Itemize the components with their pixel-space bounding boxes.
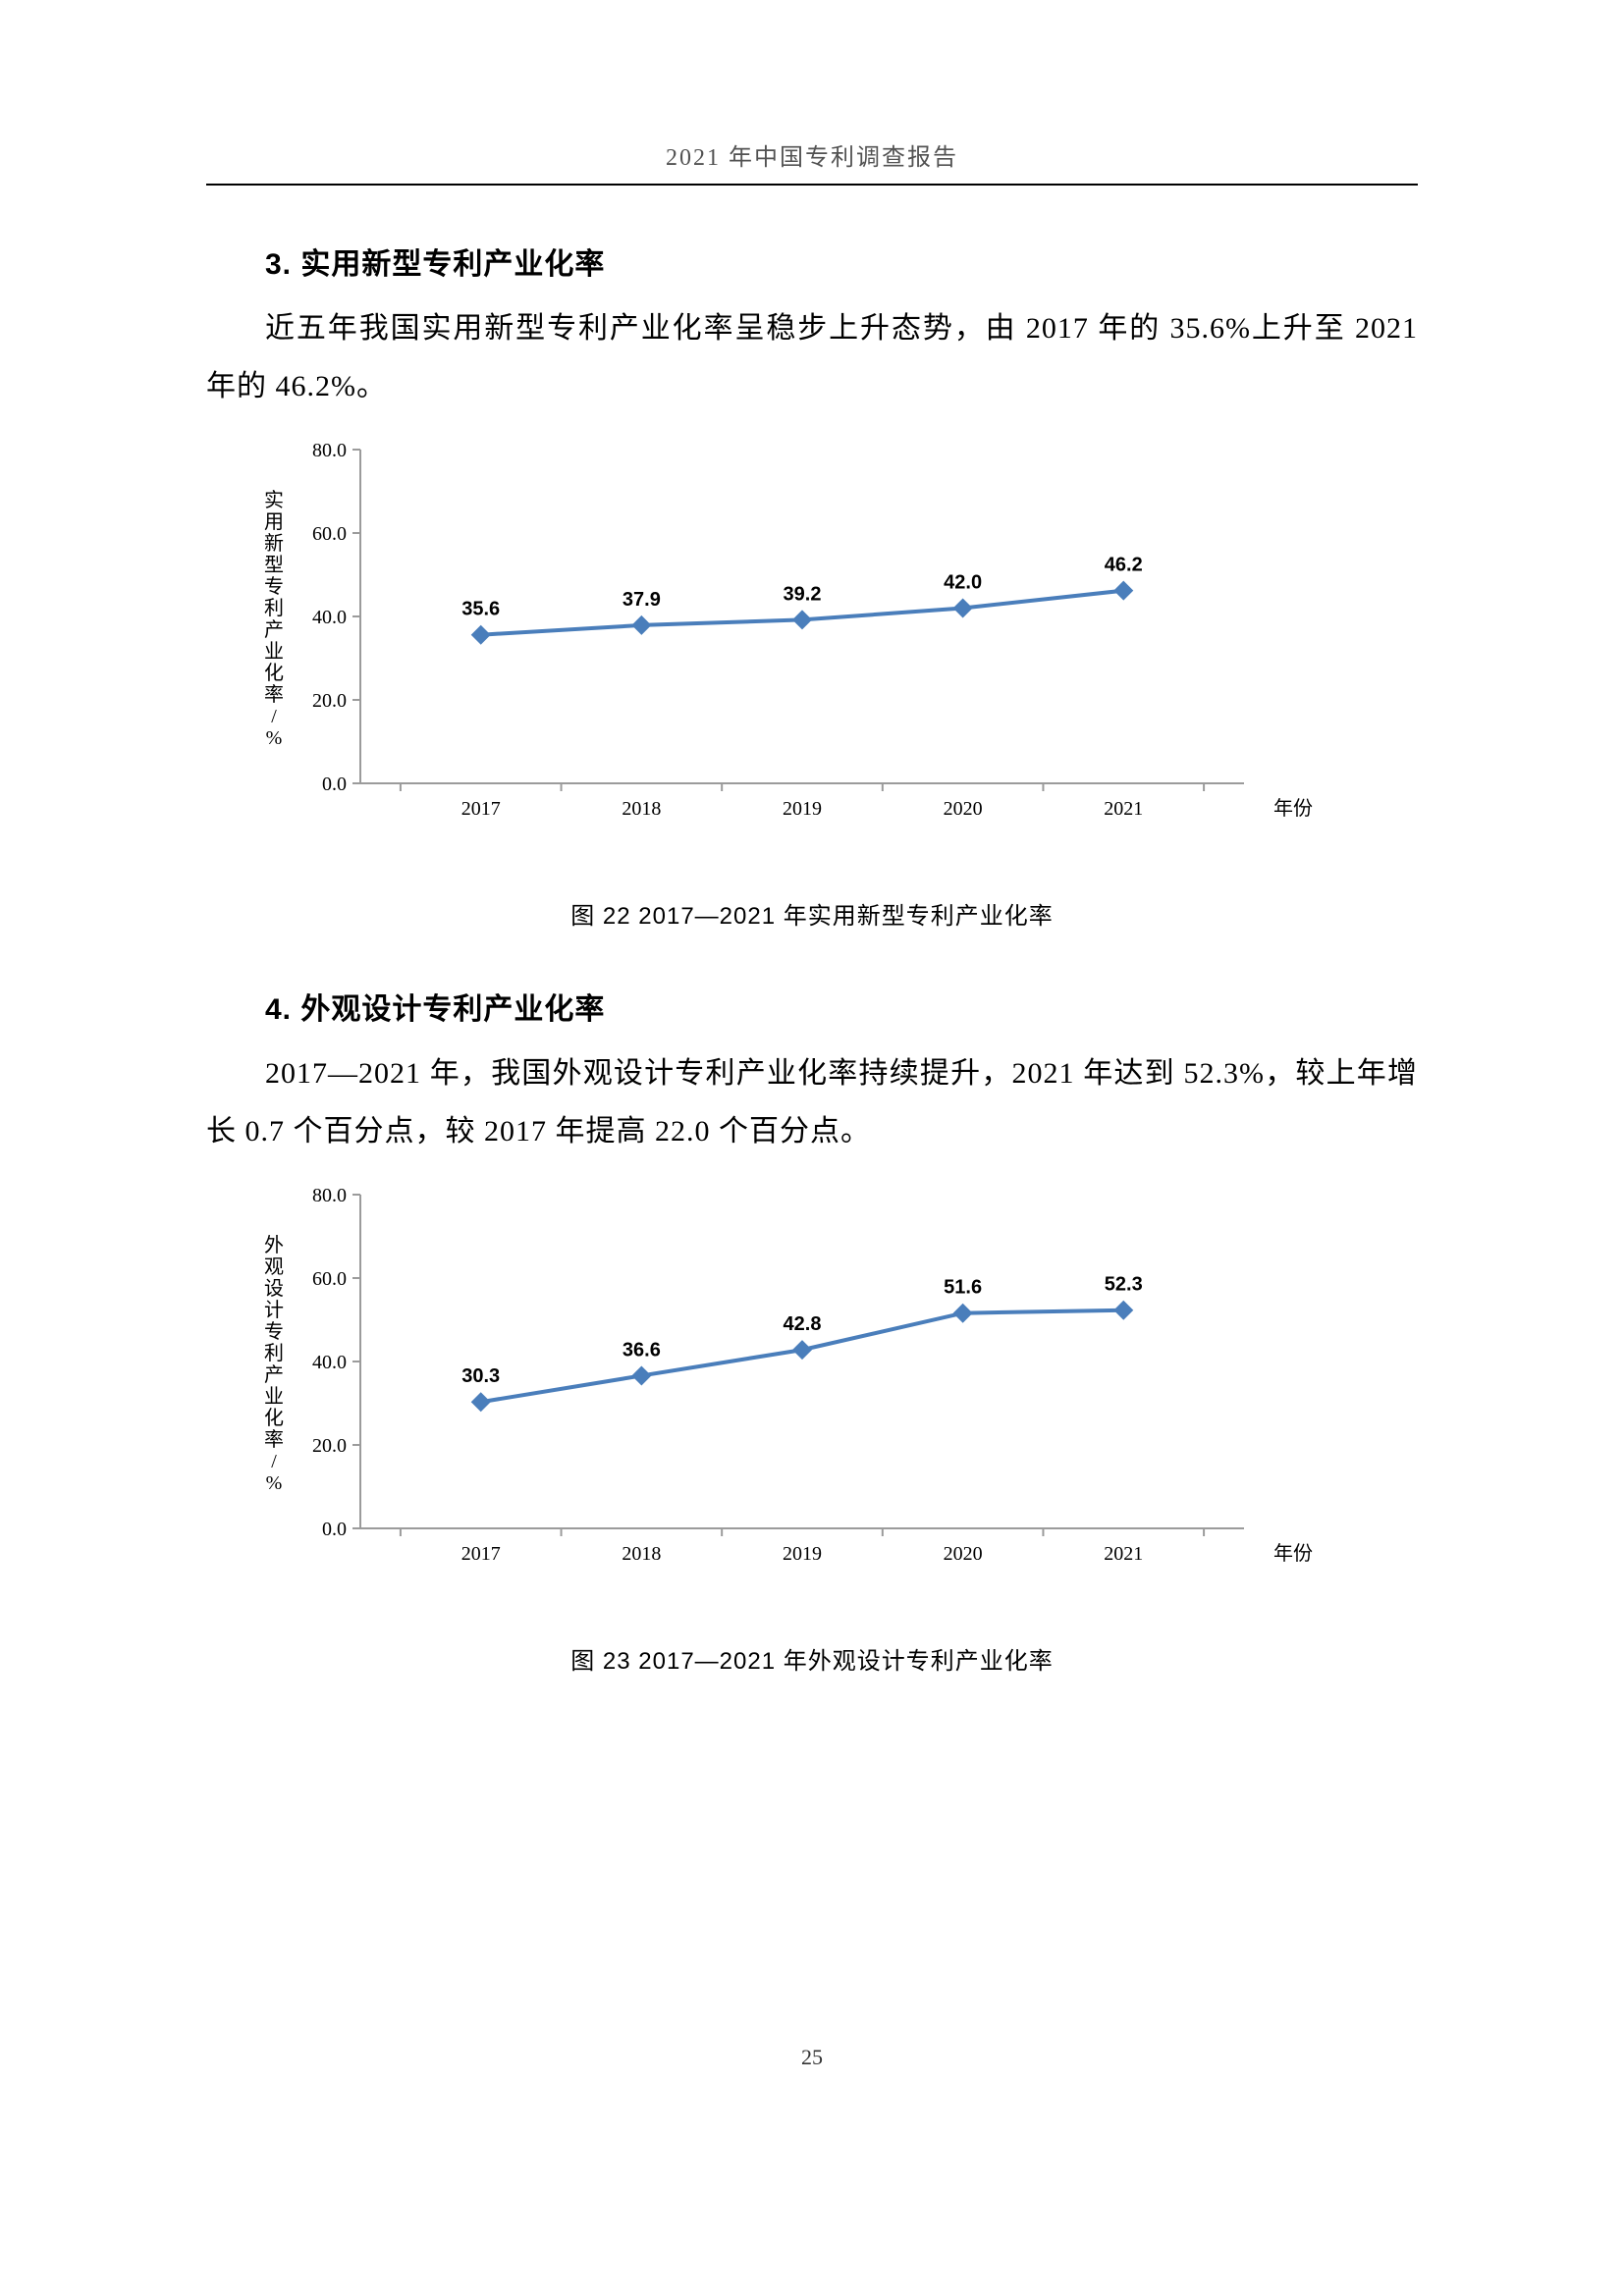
svg-text:60.0: 60.0 <box>312 1268 347 1290</box>
svg-text:30.3: 30.3 <box>461 1365 500 1387</box>
svg-text:35.6: 35.6 <box>461 599 500 620</box>
svg-text:观: 观 <box>264 1256 284 1278</box>
svg-text:42.8: 42.8 <box>784 1313 822 1335</box>
chart-22-title: 图 22 2017—2021 年实用新型专利产业化率 <box>206 896 1418 931</box>
svg-text:2017: 2017 <box>461 798 501 820</box>
svg-text:产: 产 <box>264 1363 284 1386</box>
svg-text:化: 化 <box>264 1407 284 1429</box>
svg-text:外: 外 <box>264 1234 284 1256</box>
svg-text:52.3: 52.3 <box>1105 1274 1143 1296</box>
section-4-heading: 4. 外观设计专利产业化率 <box>265 985 1418 1028</box>
svg-text:2020: 2020 <box>944 1543 983 1565</box>
chart-23: 0.0 20.0 40.0 60.0 80.0 2017 2018 2019 2020 2021 3… <box>243 1185 1381 1587</box>
chart-22: 0.0 20.0 40.0 60.0 80.0 2017 2018 2019 2020 2021 3… <box>243 440 1381 842</box>
svg-text:39.2: 39.2 <box>784 583 822 605</box>
svg-text:专: 专 <box>264 575 284 598</box>
svg-text:设: 设 <box>264 1277 284 1300</box>
svg-text:%: % <box>266 727 283 749</box>
svg-text:用: 用 <box>264 511 284 533</box>
chart-23-title: 图 23 2017—2021 年外观设计专利产业化率 <box>206 1641 1418 1676</box>
svg-text:80.0: 80.0 <box>312 440 347 461</box>
svg-text:2020: 2020 <box>944 798 983 820</box>
svg-text:2018: 2018 <box>622 1543 661 1565</box>
svg-text:42.0: 42.0 <box>944 572 982 594</box>
svg-text:2021: 2021 <box>1104 1543 1143 1565</box>
svg-text:2021: 2021 <box>1104 798 1143 820</box>
svg-text:40.0: 40.0 <box>312 607 347 628</box>
svg-text:计: 计 <box>264 1299 284 1321</box>
svg-text:新: 新 <box>264 532 284 555</box>
svg-text:年份: 年份 <box>1273 1542 1313 1565</box>
svg-text:60.0: 60.0 <box>312 523 347 545</box>
svg-text:46.2: 46.2 <box>1105 555 1143 576</box>
section-4-paragraph: 2017—2021 年，我国外观设计专利产业化率持续提升，2021 年达到 52… <box>206 1045 1418 1160</box>
svg-text:业: 业 <box>264 640 284 663</box>
svg-text:20.0: 20.0 <box>312 1435 347 1457</box>
chart-22-wrapper: 0.0 20.0 40.0 60.0 80.0 2017 2018 2019 2020 2021 3… <box>206 440 1418 931</box>
svg-text:业: 业 <box>264 1385 284 1408</box>
svg-text:年份: 年份 <box>1273 797 1313 820</box>
svg-text:80.0: 80.0 <box>312 1185 347 1206</box>
svg-text:2017: 2017 <box>461 1543 501 1565</box>
svg-text:率: 率 <box>264 683 284 706</box>
chart-23-wrapper: 0.0 20.0 40.0 60.0 80.0 2017 2018 2019 2020 2021 3… <box>206 1185 1418 1676</box>
page-header: 2021 年中国专利调查报告 <box>206 137 1418 186</box>
svg-text:37.9: 37.9 <box>623 589 661 611</box>
section-3-heading: 3. 实用新型专利产业化率 <box>265 240 1418 283</box>
svg-text:率: 率 <box>264 1428 284 1451</box>
svg-text:51.6: 51.6 <box>944 1277 982 1299</box>
svg-text:专: 专 <box>264 1320 284 1343</box>
svg-text:%: % <box>266 1472 283 1494</box>
section-3-paragraph: 近五年我国实用新型专利产业化率呈稳步上升态势，由 2017 年的 35.6%上升… <box>206 300 1418 415</box>
svg-text:/: / <box>271 706 277 727</box>
svg-text:2018: 2018 <box>622 798 661 820</box>
svg-text:实: 实 <box>264 489 284 511</box>
svg-text:0.0: 0.0 <box>322 774 347 795</box>
svg-text:/: / <box>271 1451 277 1472</box>
svg-text:2019: 2019 <box>783 798 822 820</box>
svg-text:利: 利 <box>264 1342 284 1364</box>
svg-text:化: 化 <box>264 662 284 684</box>
svg-text:2019: 2019 <box>783 1543 822 1565</box>
svg-text:40.0: 40.0 <box>312 1352 347 1373</box>
page-number: 25 <box>0 2045 1624 2070</box>
svg-text:36.6: 36.6 <box>623 1339 661 1361</box>
svg-text:型: 型 <box>264 554 284 576</box>
svg-text:0.0: 0.0 <box>322 1519 347 1540</box>
svg-text:产: 产 <box>264 618 284 641</box>
svg-text:20.0: 20.0 <box>312 690 347 712</box>
svg-text:利: 利 <box>264 597 284 619</box>
